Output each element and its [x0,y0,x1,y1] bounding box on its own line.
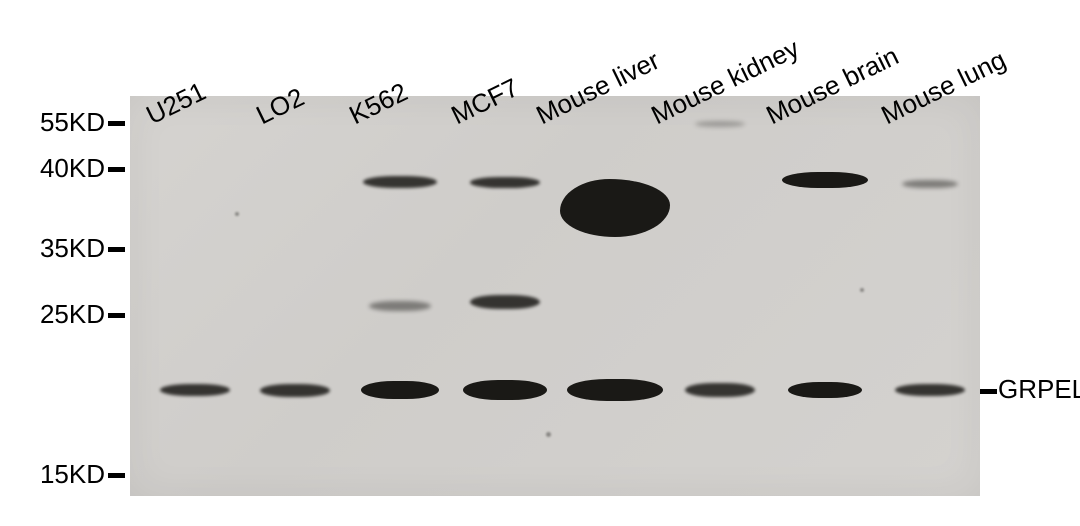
noise-spot-2 [860,288,864,292]
mw-tick-35kd [108,247,125,252]
noise-spot-0 [235,212,239,216]
band-lane2-8 [363,176,437,188]
band-lane0-0 [160,384,230,396]
mw-label-35kd: 35KD [0,233,105,264]
band-lane5-5 [685,383,755,397]
mw-tick-25kd [108,313,125,318]
western-blot-figure: 55KD 40KD 35KD 25KD 15KD U251 LO2 K562 M… [0,0,1080,526]
band-lane5-15 [695,121,745,127]
band-lane3-14 [470,295,540,309]
band-lane3-3 [463,380,547,400]
mw-tick-40kd [108,167,125,172]
mw-label-40kd: 40KD [0,153,105,184]
band-lane3-9 [470,177,540,188]
band-lane7-7 [895,384,965,396]
band-lane6-10 [782,172,868,188]
band-lane2-2 [361,381,439,399]
noise-spot-1 [546,432,551,437]
band-lane1-1 [260,384,330,397]
protein-tick [980,389,997,394]
protein-label: GRPEL2 [998,374,1080,405]
mw-label-15kd: 15KD [0,459,105,490]
band-lane2-13 [369,301,431,311]
band-lane7-11 [902,180,958,188]
mw-label-55kd: 55KD [0,107,105,138]
band-lane4-4 [567,379,663,401]
band-lane6-6 [788,382,862,398]
blot-membrane [130,96,980,496]
mw-label-25kd: 25KD [0,299,105,330]
mw-tick-15kd [108,473,125,478]
mw-tick-55kd [108,121,125,126]
